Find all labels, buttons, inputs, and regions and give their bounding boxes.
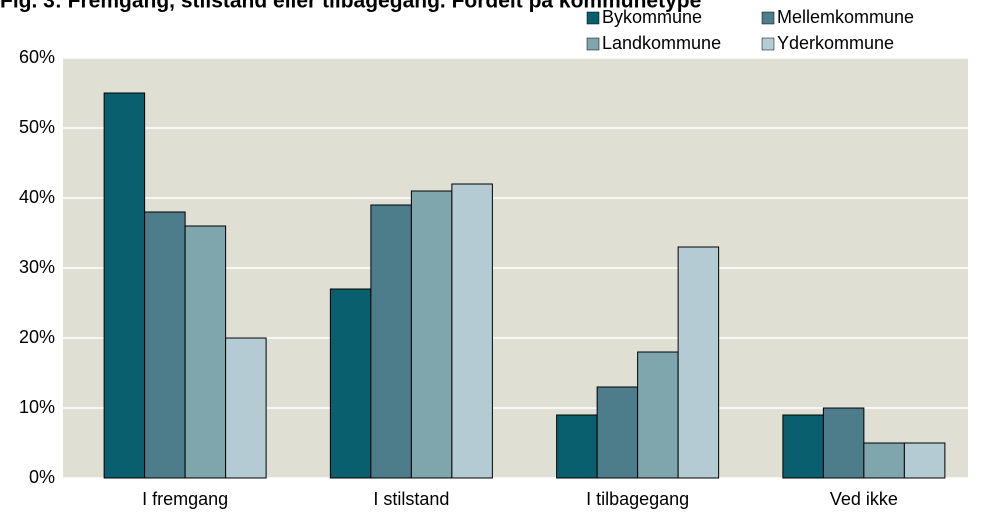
legend-label: Landkommune [602,33,721,53]
bar [225,337,267,479]
legend-label: Bykommune [602,7,702,27]
bar [451,183,493,479]
y-tick-label: 40% [19,187,55,207]
bar [596,386,639,479]
y-tick-label: 0% [29,467,55,487]
x-tick-label: I tilbagegang [586,489,689,509]
y-tick-label: 10% [19,397,55,417]
bar [184,225,227,479]
bar [863,442,905,479]
bar [103,92,146,479]
x-tick-label: Ved ikke [830,489,898,509]
y-tick-label: 50% [19,117,55,137]
x-tick-label: I stilstand [373,489,449,509]
legend-swatch [586,11,600,25]
bar [637,351,679,479]
bar [822,407,865,479]
bar [903,442,946,479]
y-tick-label: 60% [19,47,55,67]
bar [370,204,412,479]
legend-label: Yderkommune [777,33,894,53]
chart-title: Fig. 3: Fremgang, stilstand eller tilbag… [0,0,701,13]
bar [556,414,598,479]
y-tick-label: 30% [19,257,55,277]
bar [410,190,453,479]
legend-label: Mellemkommune [777,7,914,27]
legend-swatch [761,11,775,25]
bar [144,211,186,479]
bar [677,246,720,479]
legend-swatch [761,37,775,51]
legend-swatch [586,37,600,51]
x-tick-label: I fremgang [142,489,228,509]
bar [329,288,372,479]
y-tick-label: 20% [19,327,55,347]
bar [782,414,824,479]
